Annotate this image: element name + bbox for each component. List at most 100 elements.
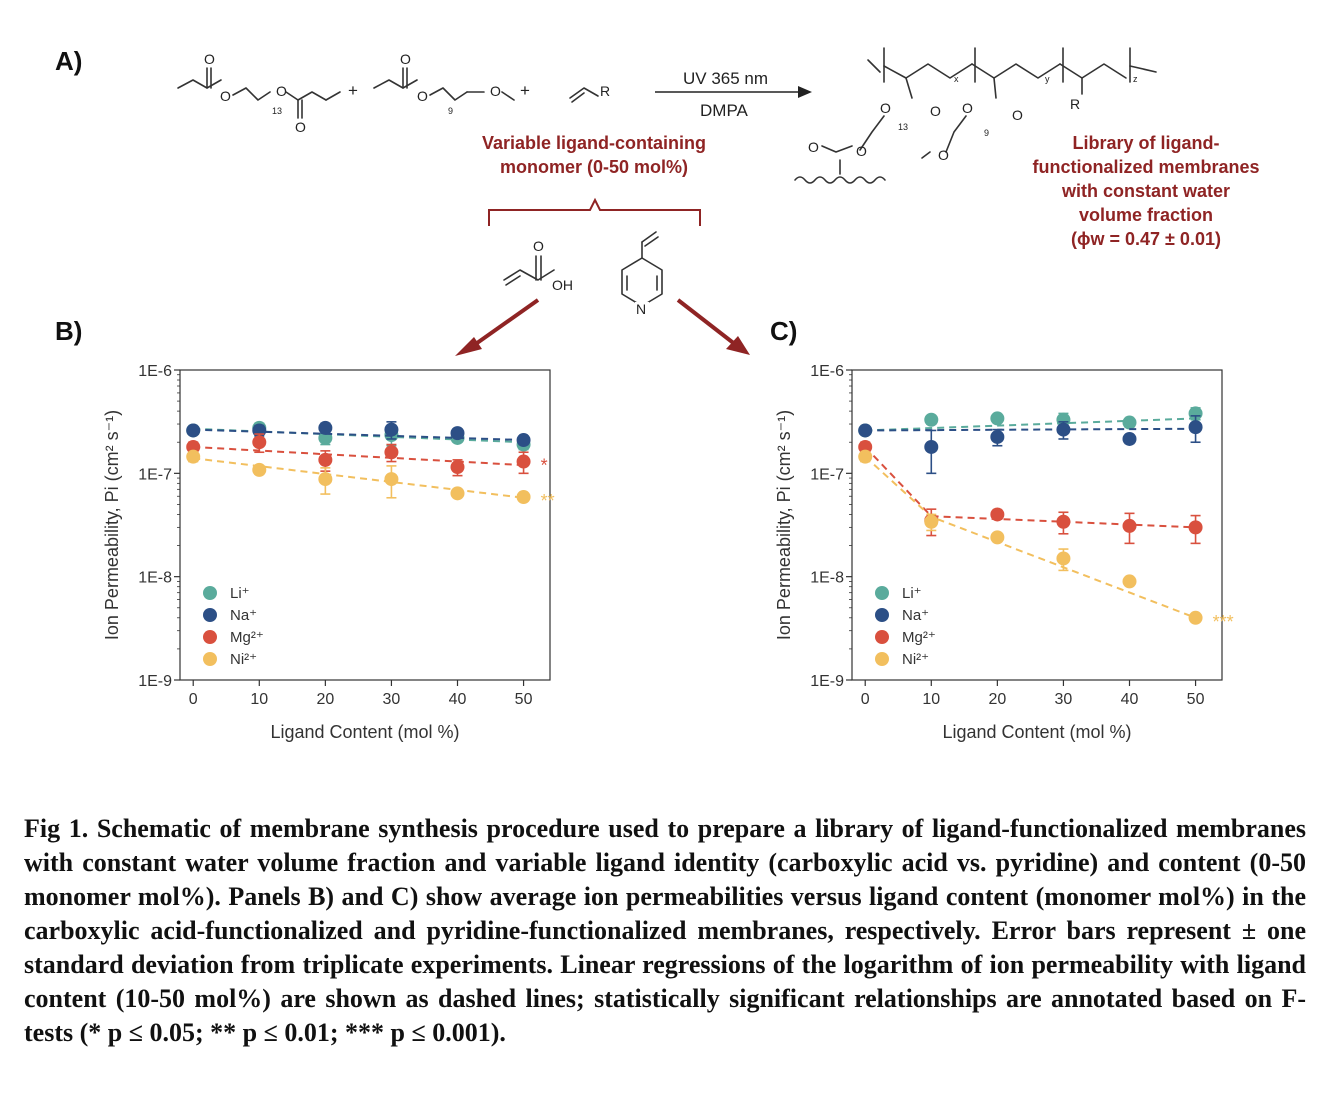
x-tick-label: 0 — [189, 691, 198, 708]
y-axis-label: Ion Permeability, Pi (cm² s⁻¹) — [102, 410, 122, 640]
svg-text:z: z — [1133, 74, 1138, 84]
data-point-na — [450, 426, 465, 441]
x-tick-label: 20 — [988, 691, 1006, 708]
panel-label-b: B) — [55, 316, 82, 346]
y-tick-label: 1E-6 — [138, 363, 172, 380]
panel-label-c: C) — [770, 316, 797, 346]
x-tick-label: 40 — [1121, 691, 1139, 708]
svg-text:O: O — [938, 147, 949, 163]
x-tick-label: 10 — [922, 691, 940, 708]
x-axis-label: Ligand Content (mol %) — [942, 722, 1131, 742]
data-point-li — [924, 412, 939, 427]
x-tick-label: 0 — [861, 691, 870, 708]
fit-line-mg — [193, 445, 524, 467]
x-tick-label: 30 — [1055, 691, 1073, 708]
svg-text:O: O — [400, 51, 411, 67]
legend-label-na: Na⁺ — [230, 607, 257, 624]
legend-label-mg: Mg²⁺ — [902, 629, 936, 646]
data-point-mg — [318, 452, 333, 467]
library-line4: volume fraction — [1079, 205, 1213, 225]
peg-diacrylate-structure: O O O O 13 + — [177, 51, 358, 135]
panel-label-a: A) — [55, 46, 82, 76]
data-point-li — [1056, 412, 1071, 427]
svg-text:O: O — [930, 103, 941, 119]
legend-marker-ni — [203, 652, 217, 666]
chart-panel-b: 1E-6 1E-7 1E-8 1E-9 0 10 20 30 40 50 Ligand Conten… — [102, 363, 555, 742]
chart-panel-c: 1E-6 1E-7 1E-8 1E-9 0 10 20 30 40 50 Ligand Conten… — [774, 363, 1234, 742]
data-point-na — [384, 422, 399, 437]
variable-monomer-brace — [488, 197, 701, 226]
svg-text:O: O — [295, 119, 306, 135]
svg-text:O: O — [220, 88, 231, 104]
y-axis-label: Ion Permeability, Pi (cm² s⁻¹) — [774, 410, 794, 640]
data-point-ni — [384, 472, 399, 487]
library-line1: Library of ligand- — [1072, 133, 1219, 153]
legend-label-ni: Ni²⁺ — [902, 651, 929, 668]
data-point-na — [1188, 420, 1203, 435]
legend-marker-na — [203, 608, 217, 622]
data-point-na — [924, 439, 939, 454]
data-point-mg — [1188, 520, 1203, 535]
data-point-na — [1122, 431, 1137, 446]
data-point-ni — [450, 486, 465, 501]
data-point-na — [990, 429, 1005, 444]
svg-text:13: 13 — [898, 122, 908, 132]
plot-frame — [179, 369, 551, 681]
acrylic-acid-structure: O OH — [503, 238, 573, 293]
x-tick-label: 30 — [383, 691, 401, 708]
data-point-ni — [1122, 574, 1137, 589]
svg-text:O: O — [204, 51, 215, 67]
svg-text:O: O — [808, 139, 819, 155]
data-point-li — [990, 411, 1005, 426]
svg-text:O: O — [1012, 107, 1023, 123]
condition-uv: UV 365 nm — [683, 69, 768, 88]
fit-line-mg — [864, 446, 1196, 529]
svg-text:O: O — [962, 100, 973, 116]
significance-ni: ** — [541, 491, 555, 511]
fit-line-ni — [193, 457, 524, 499]
svg-text:R: R — [600, 83, 610, 99]
data-point-na — [1056, 422, 1071, 437]
legend-label-li: Li⁺ — [230, 585, 250, 602]
svg-text:O: O — [533, 238, 544, 254]
svg-text:x: x — [954, 74, 959, 84]
svg-text:O: O — [490, 83, 501, 99]
data-point-mg — [858, 439, 873, 454]
svg-text:9: 9 — [984, 128, 989, 138]
data-point-ni — [1056, 551, 1071, 566]
significance-mg: * — [541, 456, 548, 476]
legend-label-ni: Ni²⁺ — [230, 651, 257, 668]
data-point-mg — [516, 454, 531, 469]
legend-marker-mg — [875, 630, 889, 644]
svg-text:R: R — [1070, 96, 1080, 112]
peg-methyl-ether-acrylate-structure: O O O 9 + — [373, 51, 530, 116]
x-tick-label: 50 — [515, 691, 533, 708]
svg-text:O: O — [880, 100, 891, 116]
x-tick-label: 50 — [1187, 691, 1205, 708]
data-point-ni — [924, 514, 939, 529]
arrow-to-panel-c — [676, 298, 750, 355]
data-point-na — [516, 433, 531, 448]
condition-dmpa: DMPA — [700, 101, 749, 120]
data-point-ni — [1188, 610, 1203, 625]
reaction-arrow: UV 365 nm DMPA — [655, 69, 812, 120]
data-point-mg — [252, 435, 267, 450]
variable-monomer-line2: monomer (0-50 mol%) — [500, 157, 688, 177]
svg-text:N: N — [636, 301, 646, 317]
y-tick-label: 1E-6 — [810, 363, 844, 380]
data-point-mg — [450, 460, 465, 475]
library-line3: with constant water — [1061, 181, 1230, 201]
legend-marker-mg — [203, 630, 217, 644]
legend-label-li: Li⁺ — [902, 585, 922, 602]
data-point-na — [858, 423, 873, 438]
svg-text:O: O — [856, 143, 867, 159]
vinyl-r-structure: R — [569, 83, 610, 103]
legend-marker-li — [203, 586, 217, 600]
svg-text:9: 9 — [448, 106, 453, 116]
data-point-li — [1122, 415, 1137, 430]
svg-text:OH: OH — [552, 277, 573, 293]
data-point-ni — [318, 472, 333, 487]
data-point-ni — [990, 530, 1005, 545]
data-point-mg — [1122, 518, 1137, 533]
legend-marker-na — [875, 608, 889, 622]
